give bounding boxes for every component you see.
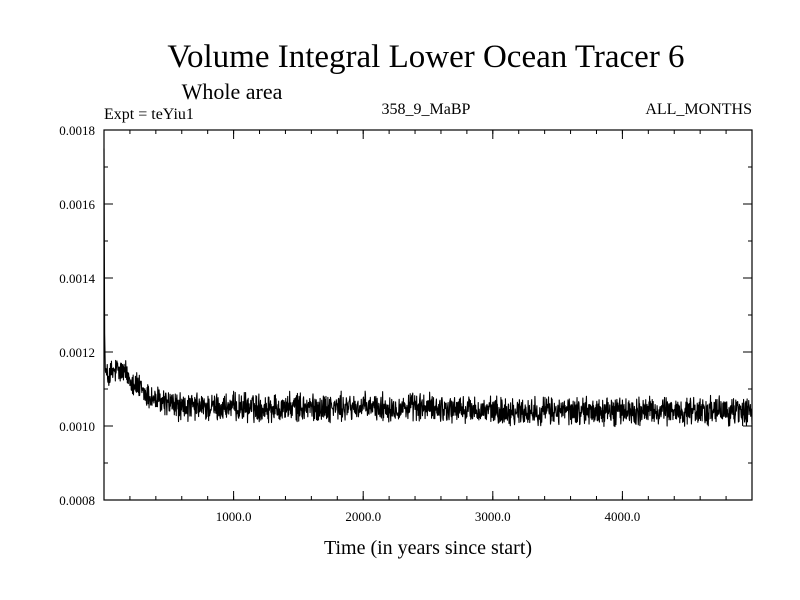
x-tick-label: 2000.0 [345, 509, 381, 524]
y-tick-label: 0.0014 [59, 271, 95, 286]
x-tick-label: 4000.0 [605, 509, 641, 524]
ticks-layer: 0.0008 0.0010 0.0012 0.0014 0.0016 0.0018 1000… [59, 123, 752, 524]
series-line [103, 148, 753, 428]
y-tick-label: 0.0010 [59, 419, 95, 434]
y-tick-label: 0.0012 [59, 345, 95, 360]
expt-label: Expt = teYiu1 [104, 106, 194, 123]
series-layer [103, 148, 753, 428]
chart-title: Volume Integral Lower Ocean Tracer 6 [167, 39, 684, 75]
y-tick-label: 0.0016 [59, 197, 95, 212]
y-tick-label: 0.0018 [59, 123, 95, 138]
y-tick-label: 0.0008 [59, 493, 95, 508]
x-tick-label: 3000.0 [475, 509, 511, 524]
months-label: ALL_MONTHS [645, 101, 752, 118]
plot-frame [103, 129, 753, 501]
x-tick-label: 1000.0 [216, 509, 252, 524]
period-label: 358_9_MaBP [382, 101, 471, 118]
x-axis-label: Time (in years since start) [324, 537, 532, 559]
chart-subtitle: Whole area [182, 79, 283, 104]
